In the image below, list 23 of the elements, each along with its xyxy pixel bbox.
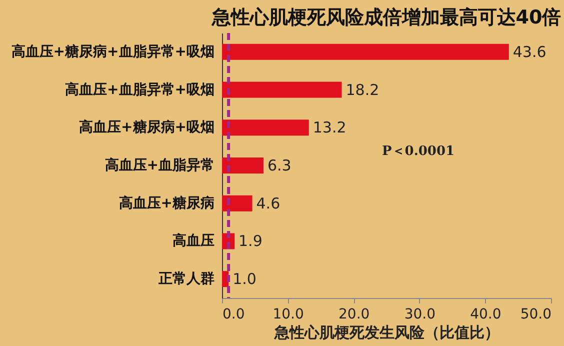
data-label: 6.3 <box>267 156 292 174</box>
y-tick-label: 高血压+糖尿病+血脂异常+吸烟 <box>11 42 214 60</box>
annotation: P＜0.0001 <box>382 144 455 159</box>
y-tick-label: 高血压+血脂异常+吸烟 <box>65 80 214 98</box>
data-label: 18.2 <box>346 80 380 99</box>
chart-title: 急性心肌梗死风险成倍增加最高可达40倍 <box>210 6 562 28</box>
x-tick-label: 50.0 <box>520 306 552 322</box>
x-tick-label: 30.0 <box>404 306 436 322</box>
x-axis-title: 急性心肌梗死发生风险（比值比） <box>274 324 500 342</box>
data-label: 1.9 <box>238 232 262 250</box>
data-label: 43.6 <box>512 42 546 61</box>
data-label: 13.2 <box>312 118 346 137</box>
y-tick-label: 高血压+血脂异常 <box>104 156 214 174</box>
y-tick-label: 正常人群 <box>158 271 214 288</box>
data-label: 4.6 <box>256 194 280 212</box>
y-tick-label: 高血压+糖尿病 <box>118 194 214 212</box>
x-tick-label: 40.0 <box>470 306 502 322</box>
y-tick-label: 高血压+糖尿病+吸烟 <box>79 118 214 136</box>
x-tick-label: 20.0 <box>338 306 370 322</box>
x-tick-label: 0.0 <box>222 306 245 322</box>
x-tick-label: 10.0 <box>272 306 304 322</box>
y-tick-label: 高血压 <box>172 232 214 250</box>
data-label: 1.0 <box>232 270 256 288</box>
